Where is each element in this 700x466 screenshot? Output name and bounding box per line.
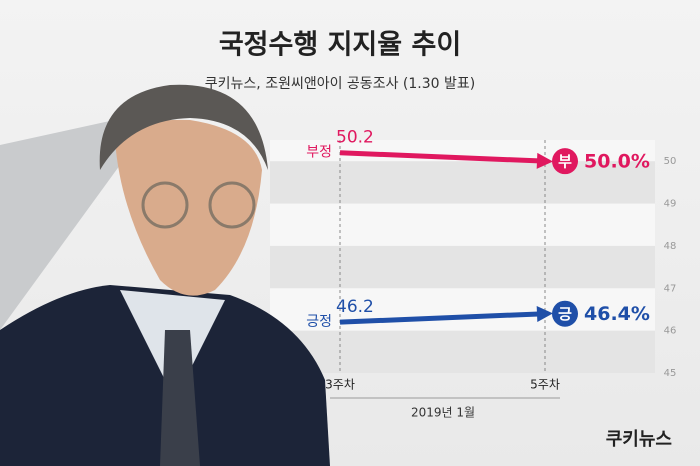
portrait — [0, 84, 330, 466]
data-label: 50.2 — [336, 128, 374, 148]
legend-entry: 긍정 — [306, 314, 332, 330]
glasses — [141, 181, 189, 229]
logo: 쿠키뉴스 — [606, 429, 672, 450]
tie — [160, 330, 200, 466]
y-tick-label: 50 — [664, 156, 677, 167]
hair — [99, 84, 268, 170]
chart-subtitle: 쿠키뉴스, 조원씨앤아이 공동조사 (1.30 발표) — [205, 76, 475, 92]
plot-background — [270, 140, 655, 373]
badge-label: 긍 — [558, 305, 572, 323]
grid-band — [270, 161, 655, 204]
y-tick-label: 46 — [664, 326, 677, 337]
data-label: 46.4% — [584, 303, 650, 325]
arrow-head — [536, 152, 553, 169]
face — [115, 119, 262, 296]
data-label: 50.0% — [584, 151, 650, 173]
x-tick-label: 5주차 — [530, 378, 560, 392]
data-label: 46.2 — [336, 297, 374, 317]
chart-title: 국정수행 지지율 추이 — [219, 30, 461, 61]
glasses — [208, 181, 256, 229]
y-tick-label: 45 — [664, 368, 677, 379]
y-tick-label: 48 — [664, 241, 677, 252]
badge — [552, 300, 578, 327]
badge-label: 부 — [558, 153, 572, 171]
y-tick-label: 49 — [664, 199, 677, 210]
series-line — [339, 311, 546, 325]
x-axis-label: 2019년 1월 — [411, 406, 475, 420]
grid-band — [270, 330, 655, 373]
y-tick-label: 47 — [664, 283, 677, 294]
arrow-head — [536, 306, 553, 323]
legend-entry: 부정 — [306, 145, 332, 161]
x-tick-label: 3주차 — [325, 378, 355, 392]
grid-band — [270, 245, 655, 289]
series-line — [339, 150, 546, 164]
badge — [552, 148, 578, 175]
